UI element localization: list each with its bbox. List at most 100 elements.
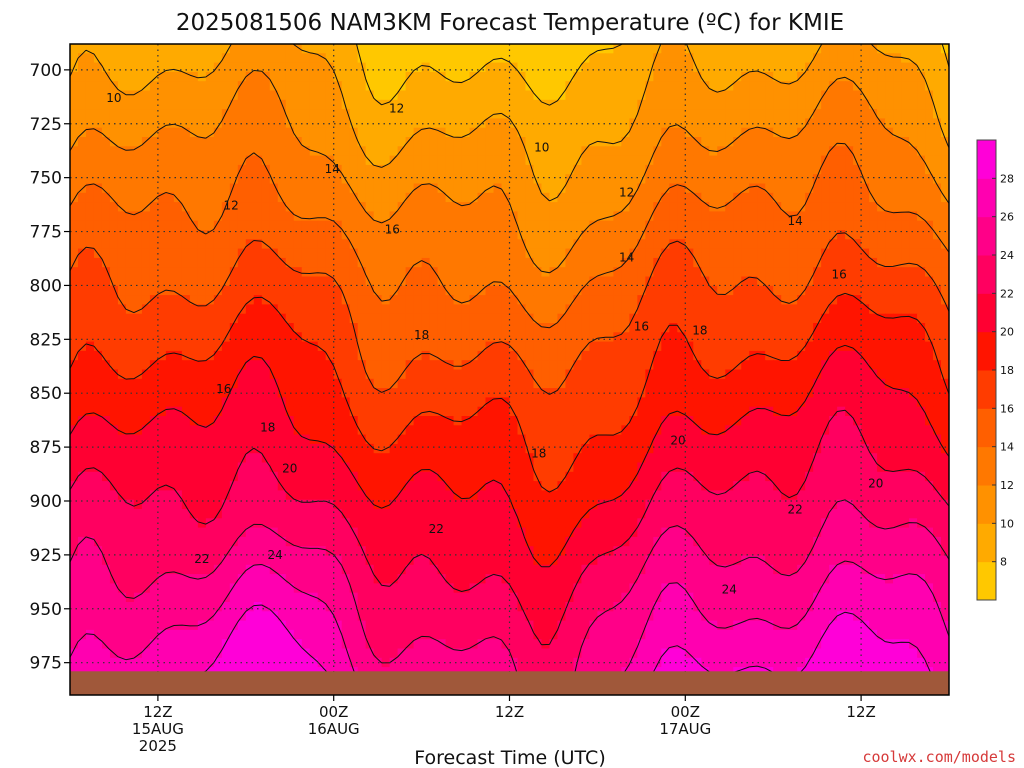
temperature-cell [661, 71, 670, 82]
temperature-cell [341, 62, 351, 73]
temperature-cell [493, 118, 503, 129]
temperature-cell [565, 360, 575, 371]
temperature-cell [245, 350, 255, 361]
temperature-cell [901, 295, 910, 305]
temperature-cell [925, 62, 934, 73]
temperature-cell [485, 90, 495, 101]
temperature-cell [581, 313, 591, 324]
temperature-cell [285, 341, 295, 352]
temperature-cell [781, 369, 790, 380]
temperature-cell [461, 230, 471, 240]
temperature-cell [165, 127, 175, 138]
temperature-cell [517, 211, 527, 222]
temperature-cell [749, 360, 758, 371]
temperature-cell [917, 425, 926, 436]
temperature-cell [381, 332, 391, 343]
temperature-cell [597, 453, 606, 464]
temperature-cell [93, 174, 103, 185]
temperature-cell [413, 406, 423, 417]
temperature-cell [317, 285, 327, 296]
temperature-cell [117, 323, 127, 333]
temperature-cell [853, 230, 862, 240]
temperature-cell [325, 230, 335, 240]
temperature-cell [573, 397, 583, 408]
temperature-cell [221, 220, 231, 231]
temperature-cell [837, 99, 846, 110]
temperature-cell [605, 295, 614, 305]
temperature-cell [805, 313, 814, 324]
temperature-cell [765, 304, 774, 315]
temperature-cell [789, 62, 798, 73]
temperature-cell [501, 276, 511, 287]
temperature-cell [901, 109, 910, 119]
temperature-cell [237, 146, 247, 157]
temperature-cell [813, 257, 822, 268]
temperature-cell [645, 174, 654, 185]
temperature-cell [285, 434, 295, 445]
temperature-cell [445, 406, 455, 417]
temperature-cell [525, 369, 535, 380]
temperature-cell [397, 211, 407, 222]
temperature-cell [677, 267, 686, 278]
temperature-cell [85, 267, 95, 278]
temperature-cell [525, 220, 535, 231]
temperature-cell [317, 230, 327, 240]
temperature-cell [733, 434, 742, 445]
temperature-cell [253, 174, 263, 185]
temperature-cell [893, 183, 902, 194]
temperature-cell [277, 360, 287, 371]
temperature-cell [621, 285, 630, 296]
temperature-cell [77, 220, 87, 231]
temperature-cell [133, 369, 143, 380]
temperature-cell [221, 174, 231, 185]
temperature-cell [693, 350, 702, 361]
temperature-cell [901, 62, 910, 73]
temperature-bands [70, 44, 949, 695]
temperature-cell [933, 155, 942, 166]
temperature-cell [933, 62, 942, 73]
temperature-cell [629, 183, 638, 194]
temperature-cell [165, 341, 175, 352]
temperature-cell [709, 341, 718, 352]
temperature-cell [301, 425, 311, 436]
temperature-cell [701, 425, 710, 436]
temperature-cell [885, 174, 894, 185]
temperature-cell [133, 71, 143, 82]
temperature-cell [485, 164, 495, 175]
temperature-cell [221, 239, 231, 250]
temperature-cell [413, 230, 423, 240]
temperature-cell [477, 267, 487, 278]
temperature-cell [885, 109, 894, 119]
temperature-cell [645, 155, 654, 166]
temperature-cell [813, 109, 822, 119]
temperature-cell [285, 202, 295, 212]
temperature-cell [613, 164, 622, 175]
temperature-cell [389, 146, 399, 157]
temperature-cell [205, 416, 215, 426]
temperature-cell [773, 248, 782, 259]
temperature-cell [109, 62, 119, 73]
temperature-cell [301, 416, 311, 426]
temperature-cell [101, 118, 111, 129]
temperature-cell [645, 53, 654, 64]
temperature-cell [261, 257, 271, 268]
temperature-cell [645, 267, 654, 278]
temperature-cell [349, 360, 359, 371]
temperature-cell [709, 350, 718, 361]
temperature-cell [277, 369, 287, 380]
temperature-cell [885, 127, 894, 138]
temperature-cell [221, 71, 231, 82]
temperature-cell [237, 90, 247, 101]
temperature-cell [213, 453, 223, 464]
temperature-cell [565, 202, 575, 212]
temperature-cell [805, 304, 814, 315]
temperature-cell [325, 462, 335, 473]
temperature-cell [197, 267, 207, 278]
temperature-cell [429, 416, 439, 426]
temperature-cell [669, 378, 678, 389]
temperature-cell [453, 332, 463, 343]
temperature-cell [629, 239, 638, 250]
temperature-cell [725, 267, 734, 278]
temperature-cell [245, 434, 255, 445]
temperature-cell [397, 137, 407, 147]
